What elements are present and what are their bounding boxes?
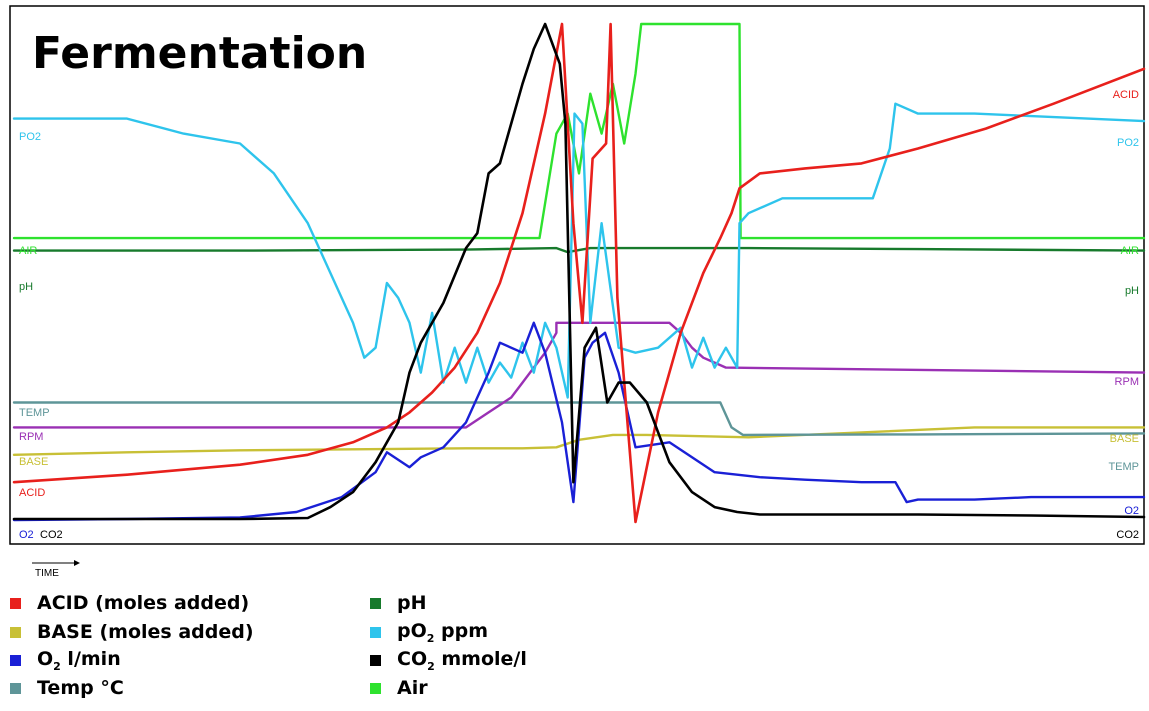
series-label-right-acid: ACID — [1113, 89, 1139, 101]
legend-swatch-ph — [370, 597, 381, 609]
legend-label-o2-unit: l/min — [60, 647, 121, 670]
legend-label-co2: CO2 mmole/l — [397, 648, 527, 673]
legend-swatch-air — [370, 682, 381, 694]
series-label-left-air: AIR — [19, 245, 37, 257]
series-line-temp — [12, 401, 1146, 437]
series-label-right-temp: TEMP — [1108, 461, 1139, 473]
series-label-right-po2: PO2 — [1117, 137, 1139, 149]
plot-frame — [9, 5, 1145, 545]
time-arrow-head — [74, 560, 80, 566]
series-line-co2 — [12, 22, 1146, 521]
legend-item-acid: ACID (moles added) — [10, 590, 249, 616]
chart-title: Fermentation — [32, 28, 367, 79]
legend-label-po2: pO2 ppm — [397, 620, 488, 645]
series-line-base — [12, 426, 1146, 456]
legend-swatch-o2 — [10, 654, 21, 666]
legend-label-o2-sub: 2 — [53, 659, 61, 673]
time-axis: TIME — [32, 560, 80, 579]
legend-swatch-acid — [10, 597, 21, 609]
series-line-acid — [12, 22, 1146, 524]
legend-label-po2-sub: 2 — [426, 631, 435, 645]
legend: ACID (moles added) BASE (moles added) O2… — [10, 590, 630, 705]
series-line-po2 — [12, 102, 1146, 399]
legend-item-co2: CO2 mmole/l — [370, 647, 527, 673]
series-line-rpm — [12, 321, 1146, 429]
series-label-right-co2: CO2 — [1116, 529, 1139, 541]
series-label-right-rpm: RPM — [1115, 376, 1139, 388]
legend-label-co2-sub: 2 — [427, 659, 435, 673]
legend-swatch-po2 — [370, 626, 381, 638]
legend-item-temp: Temp °C — [10, 675, 124, 701]
legend-label-temp: Temp °C — [37, 677, 124, 699]
legend-label-co2-main: CO — [397, 647, 428, 670]
series-label-right-ph: pH — [1125, 285, 1139, 297]
series-label-left-po2: PO2 — [19, 131, 41, 143]
series-label-right-base: BASE — [1110, 433, 1139, 445]
legend-label-o2-main: O — [37, 647, 54, 670]
legend-swatch-base — [10, 626, 21, 638]
legend-item-base: BASE (moles added) — [10, 619, 254, 645]
x-axis-label: TIME — [35, 568, 59, 579]
series-label-left-co2: CO2 — [40, 529, 63, 541]
legend-label-po2-main: pO — [397, 619, 427, 642]
series-label-left-acid: ACID — [19, 487, 45, 499]
series-label-layer: PO2 AIR pH TEMP RPM BASE ACID O2 CO2 ACID PO2 AIR pH… — [19, 89, 1139, 541]
series-label-left-rpm: RPM — [19, 431, 43, 443]
legend-swatch-co2 — [370, 654, 381, 666]
legend-label-air: Air — [397, 677, 428, 699]
series-line-ph — [12, 246, 1146, 254]
legend-label-po2-unit: ppm — [434, 619, 489, 642]
series-label-right-o2: O2 — [1124, 505, 1139, 517]
legend-label-ph: pH — [397, 592, 427, 614]
legend-item-ph: pH — [370, 590, 427, 616]
legend-swatch-temp — [10, 682, 21, 694]
series-label-left-base: BASE — [19, 456, 48, 468]
legend-label-acid: ACID (moles added) — [37, 592, 250, 614]
series-line-o2 — [12, 321, 1146, 522]
series-layer — [12, 22, 1146, 524]
legend-item-air: Air — [370, 675, 428, 701]
legend-label-co2-unit: mmole/l — [434, 647, 527, 670]
series-label-left-temp: TEMP — [19, 407, 50, 419]
legend-label-base: BASE (moles added) — [37, 621, 254, 643]
legend-item-po2: pO2 ppm — [370, 619, 488, 645]
series-label-left-ph: pH — [19, 281, 33, 293]
series-label-left-o2: O2 — [19, 529, 34, 541]
legend-item-o2: O2 l/min — [10, 647, 121, 673]
chart: Fermentation PO2 AIR pH TEMP RPM BASE ACID O2 CO… — [9, 5, 1146, 579]
legend-label-o2: O2 l/min — [37, 648, 121, 673]
series-label-right-air: AIR — [1121, 245, 1139, 257]
